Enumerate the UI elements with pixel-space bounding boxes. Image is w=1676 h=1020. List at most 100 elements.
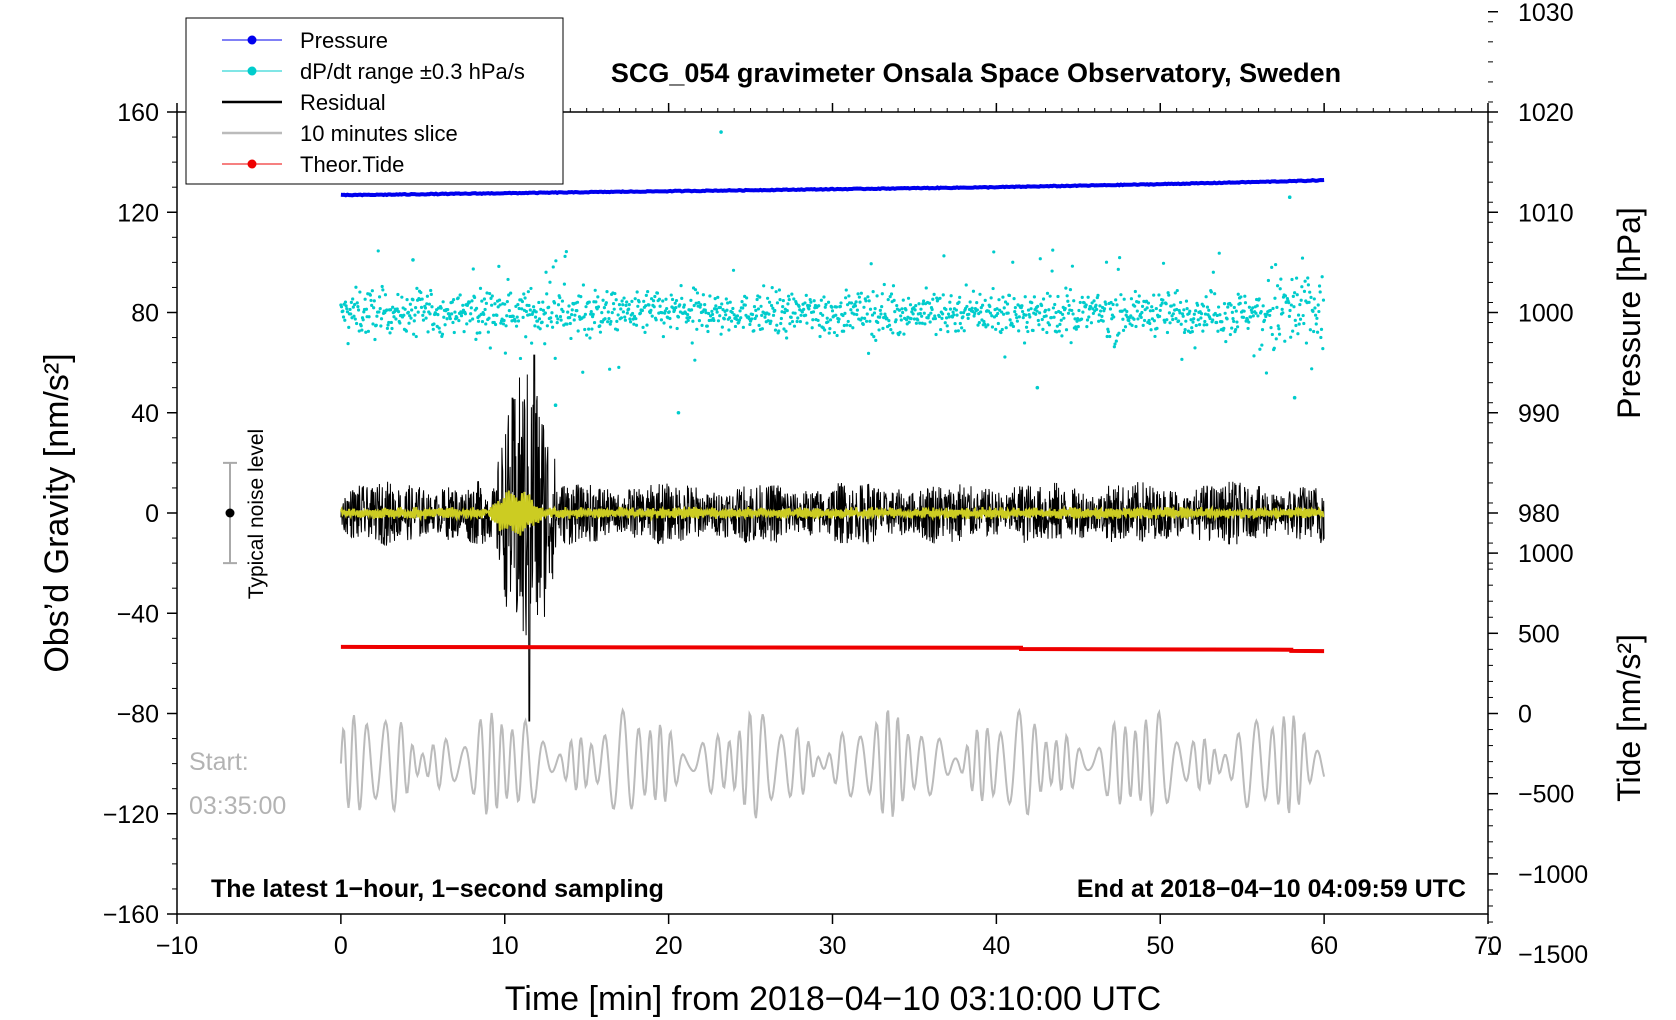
dpdt-point [452,330,456,335]
dpdt-point [784,329,788,333]
dpdt-point [343,300,348,304]
dpdt-point [1087,315,1091,319]
dpdt-point [1291,294,1295,298]
dpdt-point [533,324,537,328]
dpdt-point [1238,301,1242,305]
dpdt-point [822,295,826,299]
dpdt-point [686,318,690,323]
dpdt-point [1080,295,1084,299]
dpdt-point [414,334,418,339]
dpdt-point [1188,309,1192,313]
dpdt-point [1082,301,1086,305]
tide-tick-label: −1000 [1518,861,1588,889]
dpdt-point [766,296,770,300]
dpdt-point [1057,329,1061,333]
dpdt-point [1216,305,1221,309]
dpdt-point [834,313,838,317]
dpdt-point [566,310,570,314]
dpdt-point [803,301,807,305]
dpdt-point [1211,270,1215,274]
dpdt-point [1259,309,1263,314]
dpdt-point [1215,320,1219,325]
dpdt-point [753,316,757,321]
dpdt-point [555,321,559,325]
dpdt-point [439,306,443,310]
dpdt-point [360,328,364,332]
dpdt-point [790,292,794,296]
dpdt-point [668,325,673,329]
dpdt-point [1071,312,1075,316]
dpdt-point [1116,267,1120,271]
dpdt-point [624,303,628,307]
dpdt-point [628,317,632,321]
dpdt-point [1081,310,1085,314]
dpdt-point [1315,330,1320,334]
dpdt-point [470,299,474,303]
dpdt-point [1275,284,1280,288]
dpdt-point [894,318,898,322]
dpdt-point [355,321,359,326]
dpdt-point [1302,289,1307,293]
dpdt-point [1041,297,1046,301]
dpdt-point [1273,296,1277,300]
dpdt-point [1243,301,1248,305]
dpdt-point [1142,318,1147,323]
dpdt-point [395,307,399,311]
dpdt-point [475,331,479,335]
dpdt-point [1145,306,1149,310]
dpdt-point [588,336,592,340]
dpdt-point [484,322,488,326]
dpdt-point [450,300,454,304]
dpdt-point [411,298,415,302]
dpdt-point [642,299,646,303]
dpdt-point [724,297,728,301]
legend-label: Pressure [300,28,388,53]
dpdt-point [1224,339,1228,344]
dpdt-point [826,300,831,304]
dpdt-point [874,338,878,342]
dpdt-point [1303,279,1307,283]
dpdt-point [521,315,525,319]
dpdt-point [869,262,873,266]
noise-bar-label: Typical noise level [245,429,268,599]
dpdt-point [1201,329,1205,333]
dpdt-point [605,289,609,294]
dpdt-point [804,293,808,298]
dpdt-point [914,304,918,308]
dpdt-point [811,310,816,314]
dpdt-point [1301,313,1305,318]
dpdt-point [341,309,345,313]
dpdt-point [1002,306,1006,310]
dpdt-point [771,306,775,310]
dpdt-point [456,296,460,300]
dpdt-point [1007,293,1012,298]
dpdt-point [568,321,572,326]
dpdt-point [712,318,716,323]
tide-tick-label: 500 [1518,620,1560,648]
dpdt-point [1031,328,1035,333]
y-tick-label: −80 [117,701,159,729]
dpdt-point [589,310,593,314]
dpdt-point [1300,256,1305,260]
dpdt-point [877,328,881,332]
dpdt-point [1175,288,1179,293]
dpdt-point [583,327,587,332]
dpdt-point [725,308,729,312]
dpdt-point [1228,332,1232,337]
dpdt-point [1006,311,1010,315]
dpdt-point [1189,318,1193,322]
dpdt-point [1292,305,1296,309]
dpdt-point [1270,265,1274,269]
dpdt-point [724,313,728,317]
dpdt-point [1222,326,1226,330]
legend-label: 10 minutes slice [300,121,458,146]
dpdt-point [1154,306,1158,311]
dpdt-point [602,306,606,310]
dpdt-point [1148,309,1153,313]
dpdt-point [1180,357,1184,361]
dpdt-point [1157,293,1161,297]
dpdt-point [1256,314,1260,318]
dpdt-point [1251,314,1255,318]
dpdt-point [611,301,616,306]
dpdt-point [766,319,770,323]
